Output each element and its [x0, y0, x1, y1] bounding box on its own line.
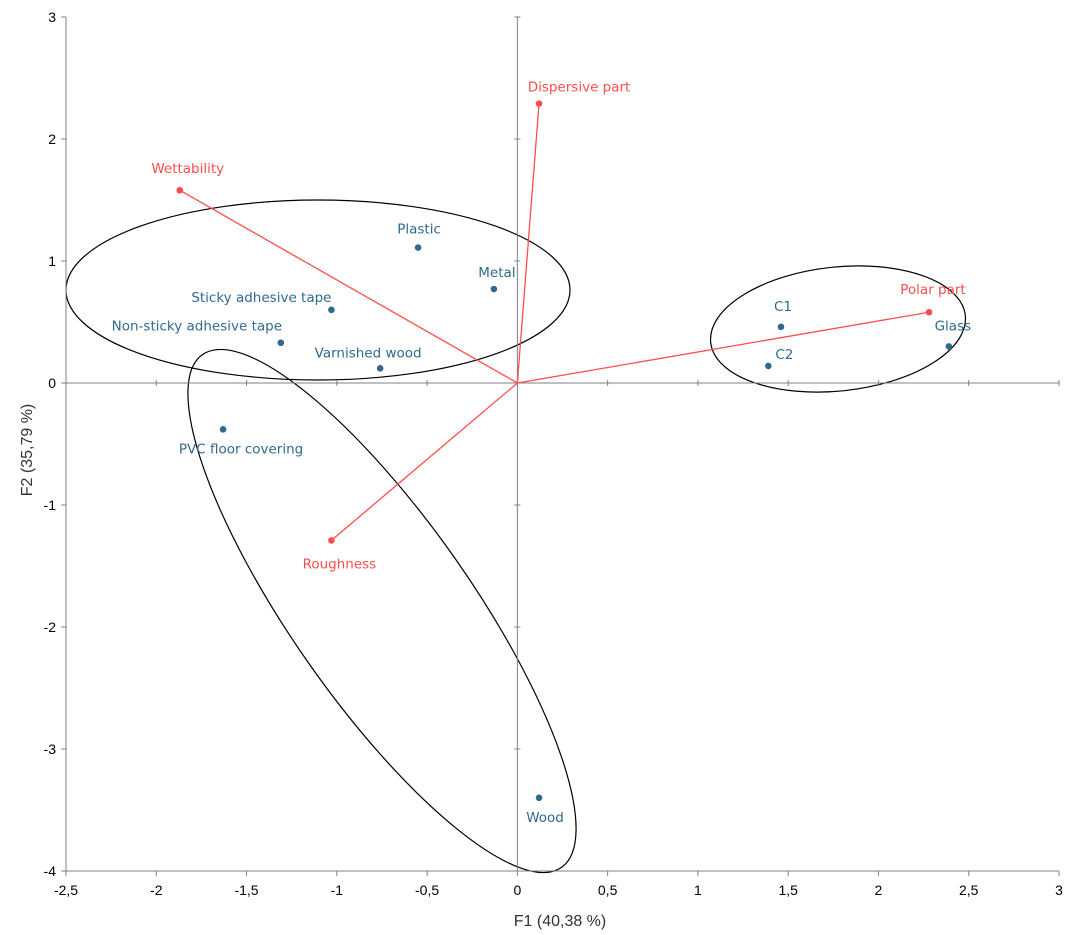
group-ellipses — [65, 199, 967, 874]
variable-vector — [179, 189, 518, 384]
variable-vector — [516, 103, 540, 384]
x-tick-label: -2,5 — [54, 882, 78, 898]
point-labels: Dispersive part Wettability Polar part Roug… — [112, 80, 972, 826]
observation-point — [777, 323, 785, 331]
variable-endpoint — [328, 537, 335, 544]
variable-label: Wettability — [151, 161, 224, 177]
axes: -2,5 -2 -1,5 -1 -0,5 0 0,5 1 1,5 2 2,5 3 -4 -3 -2 -1 0 1 2… — [44, 9, 1064, 898]
observation-point — [945, 343, 953, 350]
y-tick-label: 1 — [48, 253, 56, 269]
y-tick-label: -3 — [44, 741, 57, 757]
x-axis-title: F1 (40,38 %) — [514, 913, 606, 930]
observation-label: C2 — [775, 347, 793, 363]
x-tick-label: 2 — [875, 882, 883, 898]
x-tick-label: -0,5 — [415, 882, 439, 898]
observation-point — [535, 794, 543, 802]
observation-points — [219, 244, 953, 802]
observation-point — [765, 362, 772, 370]
x-tick-label: 2,5 — [959, 882, 979, 898]
variable-label: Polar part — [900, 282, 965, 298]
observation-point — [328, 306, 335, 314]
observation-label: Non-sticky adhesive tape — [112, 319, 282, 335]
variable-vector — [517, 311, 930, 384]
ellipse-rough-group — [187, 348, 577, 874]
observation-label: PVC floor covering — [179, 441, 303, 457]
y-tick-label: -1 — [44, 497, 57, 513]
variable-label: Dispersive part — [528, 80, 631, 96]
y-tick-label: -4 — [44, 863, 57, 879]
variable-vectors — [176, 100, 933, 544]
ellipse-polar-group — [709, 265, 967, 393]
observation-point — [376, 365, 384, 372]
observation-point — [490, 285, 498, 293]
x-tick-label: 0 — [513, 882, 521, 898]
observation-label: Plastic — [397, 222, 441, 238]
x-tick-label: -1 — [331, 882, 344, 898]
y-axis-title: F2 (35,79 %) — [19, 404, 36, 496]
y-tick-label: 0 — [48, 375, 56, 391]
variable-label: Roughness — [303, 556, 377, 572]
variable-endpoint — [925, 308, 933, 316]
variable-vector — [330, 382, 518, 541]
observation-point — [277, 339, 285, 347]
observation-label: Wood — [526, 810, 564, 826]
x-tick-label: -2 — [150, 882, 163, 898]
x-tick-label: -1,5 — [234, 882, 258, 898]
observation-label: Metal — [478, 265, 515, 281]
y-tick-label: -2 — [44, 619, 57, 635]
observation-point — [219, 426, 227, 433]
observation-point — [414, 244, 422, 251]
y-tick-label: 3 — [48, 9, 56, 25]
variable-endpoint — [176, 186, 184, 194]
observation-label: Varnished wood — [315, 345, 422, 361]
x-tick-label: 1 — [694, 882, 702, 898]
x-tick-label: 0,5 — [598, 882, 618, 898]
observation-label: Glass — [935, 318, 972, 334]
observation-label: C1 — [774, 299, 792, 315]
y-tick-label: 2 — [48, 131, 56, 147]
x-tick-label: 1,5 — [778, 882, 798, 898]
observation-label: Sticky adhesive tape — [191, 290, 331, 306]
x-tick-label: 3 — [1055, 882, 1063, 898]
variable-endpoint — [535, 100, 543, 107]
